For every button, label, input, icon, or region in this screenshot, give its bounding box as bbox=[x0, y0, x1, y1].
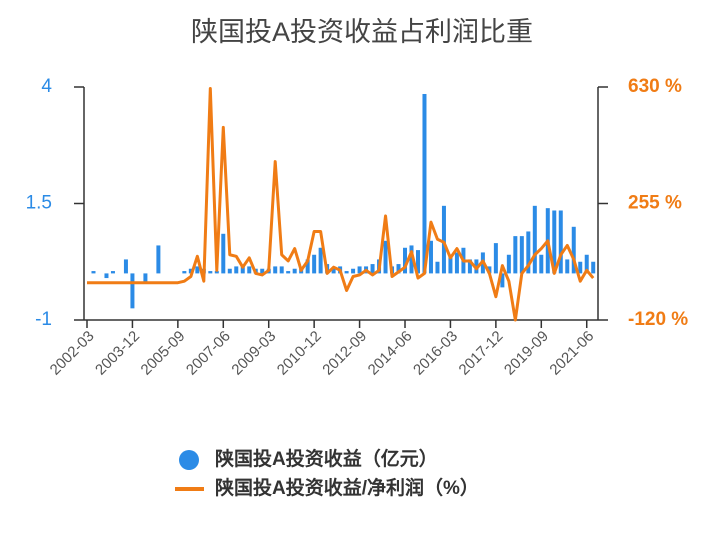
bar bbox=[454, 252, 459, 274]
bar bbox=[104, 273, 109, 279]
x-tick-label: 2014-06 bbox=[365, 328, 416, 379]
x-tick-label: 2002-03 bbox=[47, 328, 98, 379]
bar bbox=[435, 261, 440, 274]
bar bbox=[591, 261, 596, 274]
bar bbox=[195, 266, 200, 274]
bar bbox=[234, 266, 239, 274]
bar bbox=[448, 254, 453, 274]
bar bbox=[91, 271, 96, 274]
x-tick-label: 2016-03 bbox=[410, 328, 461, 379]
bar bbox=[532, 205, 537, 274]
bar bbox=[584, 254, 589, 274]
bar bbox=[519, 236, 524, 274]
bar bbox=[318, 247, 323, 274]
x-tick-label: 2010-12 bbox=[274, 328, 325, 379]
bar bbox=[370, 264, 375, 274]
bar bbox=[260, 268, 265, 274]
bar bbox=[344, 271, 349, 274]
bar bbox=[221, 233, 226, 274]
bar bbox=[123, 259, 128, 274]
x-tick-label: 2019-09 bbox=[501, 328, 552, 379]
bar bbox=[552, 210, 557, 274]
bar bbox=[305, 259, 310, 274]
bar bbox=[214, 271, 219, 274]
bar bbox=[487, 266, 492, 274]
y2-tick-label: 255 % bbox=[628, 193, 682, 214]
bar bbox=[156, 245, 161, 274]
bar bbox=[422, 93, 427, 274]
bar bbox=[493, 243, 498, 274]
bar bbox=[227, 268, 232, 274]
bar bbox=[312, 254, 317, 274]
bar bbox=[182, 271, 187, 274]
y2-tick-label: -120 % bbox=[628, 309, 688, 330]
y2-tick-label: 630 % bbox=[628, 76, 682, 97]
x-tick-label: 2012-09 bbox=[319, 328, 370, 379]
legend-marker bbox=[179, 450, 199, 470]
bar bbox=[396, 264, 401, 274]
bar bbox=[143, 273, 148, 283]
legend-label: 陕国投A投资收益（亿元） bbox=[215, 447, 438, 470]
x-tick-label: 2005-09 bbox=[138, 328, 189, 379]
bar bbox=[130, 273, 135, 309]
x-tick-label: 2017-12 bbox=[456, 328, 507, 379]
bar bbox=[467, 259, 472, 274]
bar bbox=[403, 247, 408, 274]
bar bbox=[247, 266, 252, 274]
bar bbox=[565, 259, 570, 274]
bar bbox=[188, 268, 193, 274]
bar bbox=[357, 266, 362, 274]
bar bbox=[110, 271, 115, 274]
bar bbox=[273, 266, 278, 274]
bar bbox=[286, 271, 291, 274]
x-tick-label: 2003-12 bbox=[92, 328, 143, 379]
bar bbox=[500, 273, 505, 288]
y-tick-label: -1 bbox=[35, 309, 52, 330]
bar bbox=[351, 268, 356, 274]
x-tick-label: 2007-06 bbox=[183, 328, 234, 379]
bar bbox=[279, 266, 284, 274]
bar bbox=[415, 250, 420, 274]
x-tick-label: 2009-03 bbox=[228, 328, 279, 379]
bar bbox=[578, 261, 583, 274]
bar bbox=[331, 268, 336, 274]
bar bbox=[526, 231, 531, 274]
chart-title: 陕国投A投资收益占利润比重 bbox=[191, 17, 533, 47]
x-tick-label: 2021-06 bbox=[546, 328, 597, 379]
y-tick-label: 4 bbox=[41, 76, 52, 97]
y-tick-label: 1.5 bbox=[26, 193, 52, 214]
legend-label: 陕国投A投资收益/净利润（%） bbox=[215, 476, 479, 499]
bar bbox=[513, 236, 518, 274]
bar bbox=[208, 271, 213, 274]
bar bbox=[571, 226, 576, 274]
bar bbox=[409, 245, 414, 274]
bar bbox=[428, 240, 433, 274]
line bbox=[87, 87, 595, 322]
bar bbox=[558, 210, 563, 274]
bar bbox=[539, 254, 544, 274]
bar bbox=[506, 254, 511, 274]
bar bbox=[240, 266, 245, 274]
bar bbox=[383, 240, 388, 274]
bar bbox=[441, 205, 446, 274]
bar bbox=[292, 268, 297, 274]
